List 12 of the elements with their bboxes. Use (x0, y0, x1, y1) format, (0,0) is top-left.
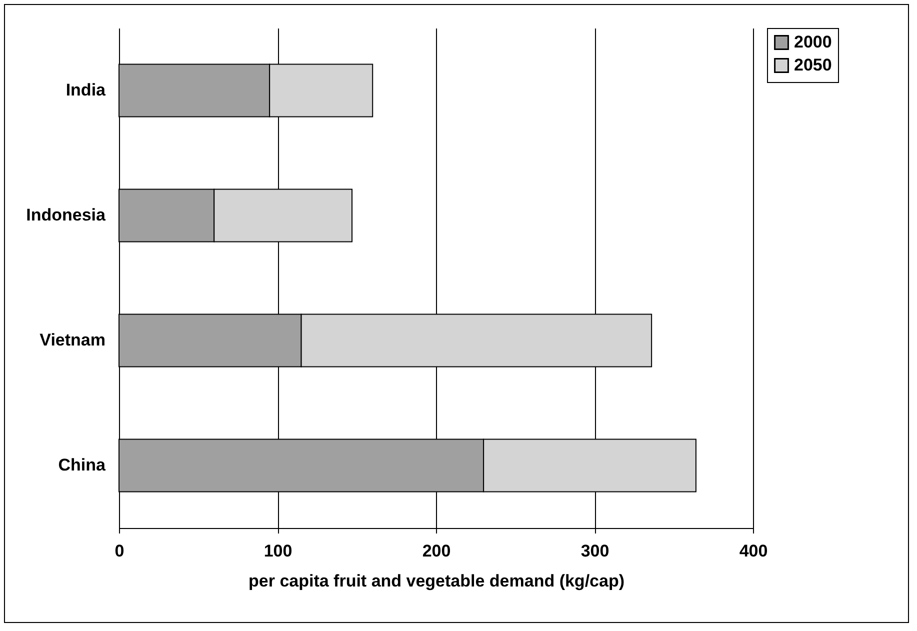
y-tick-label: Indonesia (26, 206, 106, 224)
legend-label: 2000 (794, 32, 832, 52)
x-tick-label: 200 (422, 542, 451, 560)
x-tick-label: 300 (580, 542, 610, 560)
x-tick-label: 0 (114, 542, 124, 560)
y-tick-label: Vietnam (40, 330, 106, 350)
y-tick-label: China (58, 456, 106, 474)
x-tick-label: 400 (739, 542, 768, 560)
y-tick-label: India (66, 80, 106, 100)
legend-label: 2050 (794, 56, 832, 74)
x-axis-title: per capita fruit and vegetable demand (kg/cap) (248, 572, 624, 590)
x-tick-label: 100 (264, 542, 292, 560)
